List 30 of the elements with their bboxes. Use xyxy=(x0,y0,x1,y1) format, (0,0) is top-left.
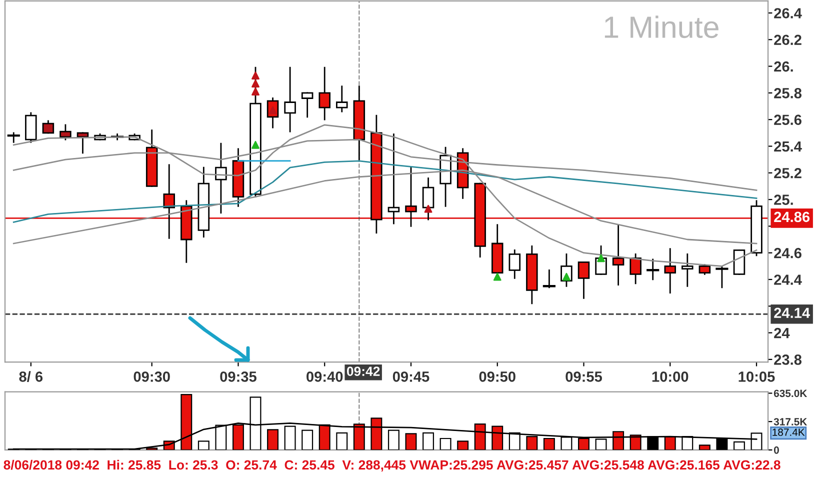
y-tick-label: 0 xyxy=(774,446,779,454)
y-tick-label: 25. xyxy=(774,194,793,205)
x-tick-label: 10:05 xyxy=(738,372,775,382)
x-tick-label: 10:00 xyxy=(652,372,688,382)
ref-line-label: 24.86 xyxy=(774,212,810,222)
y-tick-label: 635.0K xyxy=(774,390,808,398)
x-tick-label: 09:55 xyxy=(566,372,602,382)
text: 187.4K xyxy=(772,428,805,436)
ref-line-label: 09:42 xyxy=(346,366,380,376)
y-tick-label: 25.8 xyxy=(774,88,802,98)
y-tick-label: 25.2 xyxy=(774,168,802,178)
y-tick-label: 26.2 xyxy=(774,34,802,46)
y-tick-label: 25.6 xyxy=(774,114,802,125)
annotation: 1 Minute xyxy=(604,16,718,38)
x-tick-label: 09:35 xyxy=(220,372,256,382)
text: 8/06/2018 09:42 Hi: 25.85 Lo: 25.3 O: 25.74 C: 25.45 V: 288,445 VWAP:25.295 AVG:25.457 AVG:25.548 AVG:25.165 AVG:22.8 xyxy=(4,460,780,472)
x-tick-label: 09:40 xyxy=(306,372,343,382)
x-tick-label: 8/ 6 xyxy=(19,371,43,382)
y-tick-label: 23.8 xyxy=(774,354,802,365)
y-tick-label: 317.5K xyxy=(774,418,808,426)
y-tick-label: 26.4 xyxy=(774,8,802,18)
y-tick-label: 24 xyxy=(774,328,790,338)
x-tick-label: 09:30 xyxy=(134,372,170,382)
x-tick-label: 09:50 xyxy=(479,372,516,382)
x-tick-label: 09:45 xyxy=(392,372,430,382)
y-tick-label: 25.4 xyxy=(774,141,802,152)
y-tick-label: 24.4 xyxy=(774,274,802,285)
y-tick-label: 26. xyxy=(774,61,793,72)
ref-line-label: 24.14 xyxy=(774,308,810,318)
y-tick-label: 24.6 xyxy=(774,248,802,258)
